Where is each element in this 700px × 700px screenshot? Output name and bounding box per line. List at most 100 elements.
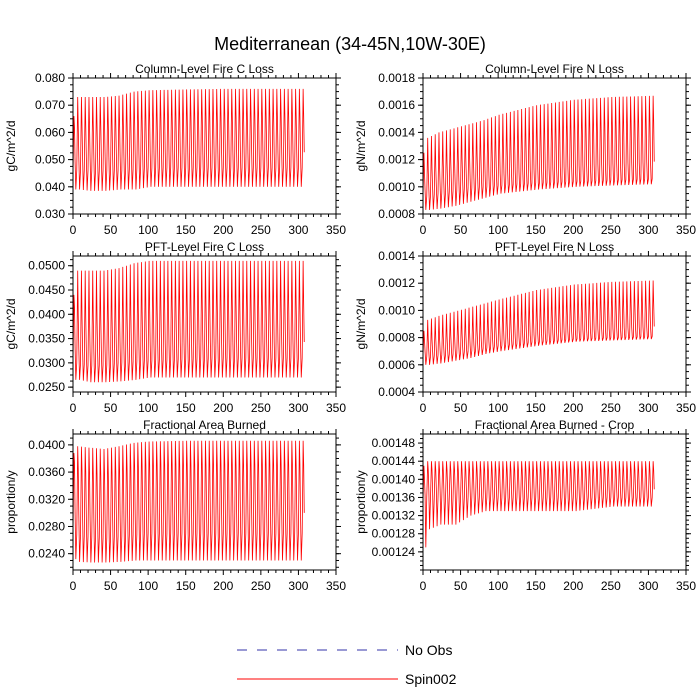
- x-tick-label: 300: [288, 401, 308, 415]
- series-line-spin002: [72, 260, 305, 383]
- x-tick-label: 100: [488, 401, 508, 415]
- chart-panel-2: Column-Level Fire N Loss gN/m^2/d 0 50 100 15…: [354, 62, 696, 237]
- y-axis-label: gC/m^2/d: [4, 121, 18, 172]
- y-tick-label: 0.070: [35, 98, 65, 112]
- y-tick-label: 0.0006: [378, 358, 415, 372]
- x-tick-label: 0: [70, 579, 77, 593]
- plot-frame: [72, 255, 337, 393]
- x-tick-label: 150: [526, 401, 546, 415]
- x-tick-label: 200: [213, 223, 233, 237]
- y-tick-label: 0.0400: [28, 438, 65, 452]
- x-tick-label: 200: [213, 579, 233, 593]
- y-tick-label: 0.080: [35, 71, 65, 85]
- chart-panel-5: Fractional Area Burned proportion/y 0 50 100…: [4, 418, 346, 593]
- y-tick-label: 0.040: [35, 180, 65, 194]
- legend-label-spin002: Spin002: [405, 671, 457, 687]
- x-tick-label: 150: [526, 223, 546, 237]
- y-tick-label: 0.030: [35, 207, 65, 221]
- y-tick-label: 0.0300: [28, 356, 65, 370]
- chart-panel-1: Column-Level Fire C Loss gC/m^2/d 0 50 100 15…: [4, 62, 346, 237]
- y-tick-label: 0.0012: [378, 276, 415, 290]
- y-tick-label: 0.0450: [28, 283, 65, 297]
- y-tick-label: 0.0240: [28, 547, 65, 561]
- y-tick-label: 0.0014: [378, 125, 415, 139]
- x-tick-label: 0: [420, 579, 427, 593]
- legend-label-no-obs: No Obs: [405, 642, 452, 658]
- x-tick-label: 350: [676, 223, 696, 237]
- y-tick-label: 0.0010: [378, 180, 415, 194]
- x-tick-label: 50: [104, 223, 118, 237]
- x-tick-label: 350: [676, 579, 696, 593]
- x-tick-label: 300: [288, 579, 308, 593]
- y-tick-label: 0.00124: [372, 545, 416, 559]
- x-tick-label: 250: [251, 223, 271, 237]
- x-tick-label: 200: [563, 401, 583, 415]
- x-tick-label: 250: [601, 579, 621, 593]
- x-tick-label: 50: [104, 579, 118, 593]
- series-line-spin002: [422, 461, 655, 548]
- panel-title: Fractional Area Burned: [143, 418, 266, 432]
- x-tick-label: 300: [638, 223, 658, 237]
- plot-frame: [72, 77, 337, 215]
- y-tick-label: 0.0004: [378, 385, 415, 399]
- y-tick-label: 0.0350: [28, 332, 65, 346]
- y-tick-label: 0.0014: [378, 249, 415, 263]
- x-tick-label: 350: [326, 401, 346, 415]
- y-tick-label: 0.00144: [372, 454, 416, 468]
- x-tick-label: 250: [251, 579, 271, 593]
- y-tick-label: 0.00140: [372, 472, 416, 486]
- x-tick-label: 0: [70, 223, 77, 237]
- y-tick-label: 0.00148: [372, 436, 416, 450]
- x-tick-label: 300: [638, 579, 658, 593]
- y-axis-label: gN/m^2/d: [354, 299, 368, 350]
- x-tick-label: 100: [488, 579, 508, 593]
- plot-frame: [72, 433, 337, 571]
- x-tick-label: 0: [420, 401, 427, 415]
- panel-title: PFT-Level Fire N Loss: [495, 240, 614, 254]
- chart-panel-4: PFT-Level Fire N Loss gN/m^2/d 0 50 100 150 20…: [354, 240, 696, 415]
- y-tick-label: 0.00132: [372, 509, 416, 523]
- y-tick-label: 0.050: [35, 153, 65, 167]
- y-tick-label: 0.060: [35, 125, 65, 139]
- panel-title: Column-Level Fire N Loss: [485, 62, 624, 76]
- figure-title: Mediterranean (34-45N,10W-30E): [214, 34, 486, 54]
- legend: No Obs Spin002: [237, 642, 457, 687]
- x-tick-label: 200: [563, 223, 583, 237]
- x-tick-label: 50: [454, 401, 468, 415]
- chart-panels: Column-Level Fire C Loss gC/m^2/d 0 50 100 15…: [4, 62, 696, 593]
- series-line-spin002: [72, 440, 305, 563]
- y-tick-label: 0.0400: [28, 307, 65, 321]
- x-tick-label: 150: [176, 401, 196, 415]
- x-tick-label: 150: [176, 579, 196, 593]
- y-tick-label: 0.0280: [28, 519, 65, 533]
- y-axis-label: gN/m^2/d: [354, 121, 368, 172]
- plot-frame: [422, 433, 687, 571]
- series-line-spin002: [72, 88, 305, 191]
- x-tick-label: 50: [454, 579, 468, 593]
- x-tick-label: 0: [70, 401, 77, 415]
- x-tick-label: 250: [251, 401, 271, 415]
- x-tick-label: 50: [454, 223, 468, 237]
- x-tick-label: 300: [288, 223, 308, 237]
- x-tick-label: 100: [138, 401, 158, 415]
- series-line-spin002: [422, 280, 655, 365]
- panel-title: PFT-Level Fire C Loss: [145, 240, 264, 254]
- y-tick-label: 0.0008: [378, 207, 415, 221]
- x-tick-label: 100: [138, 223, 158, 237]
- x-tick-label: 200: [563, 579, 583, 593]
- y-axis-label: proportion/y: [4, 470, 18, 533]
- panel-title: Column-Level Fire C Loss: [135, 62, 274, 76]
- panel-title: Fractional Area Burned - Crop: [475, 418, 635, 432]
- x-tick-label: 100: [138, 579, 158, 593]
- x-tick-label: 50: [104, 401, 118, 415]
- y-tick-label: 0.0010: [378, 303, 415, 317]
- y-tick-label: 0.0360: [28, 465, 65, 479]
- x-tick-label: 300: [638, 401, 658, 415]
- y-tick-label: 0.00128: [372, 527, 416, 541]
- y-axis-label: gC/m^2/d: [4, 299, 18, 350]
- y-tick-label: 0.0008: [378, 331, 415, 345]
- y-tick-label: 0.0320: [28, 492, 65, 506]
- y-tick-label: 0.0012: [378, 153, 415, 167]
- chart-panel-6: Fractional Area Burned - Crop proportion/…: [354, 418, 696, 593]
